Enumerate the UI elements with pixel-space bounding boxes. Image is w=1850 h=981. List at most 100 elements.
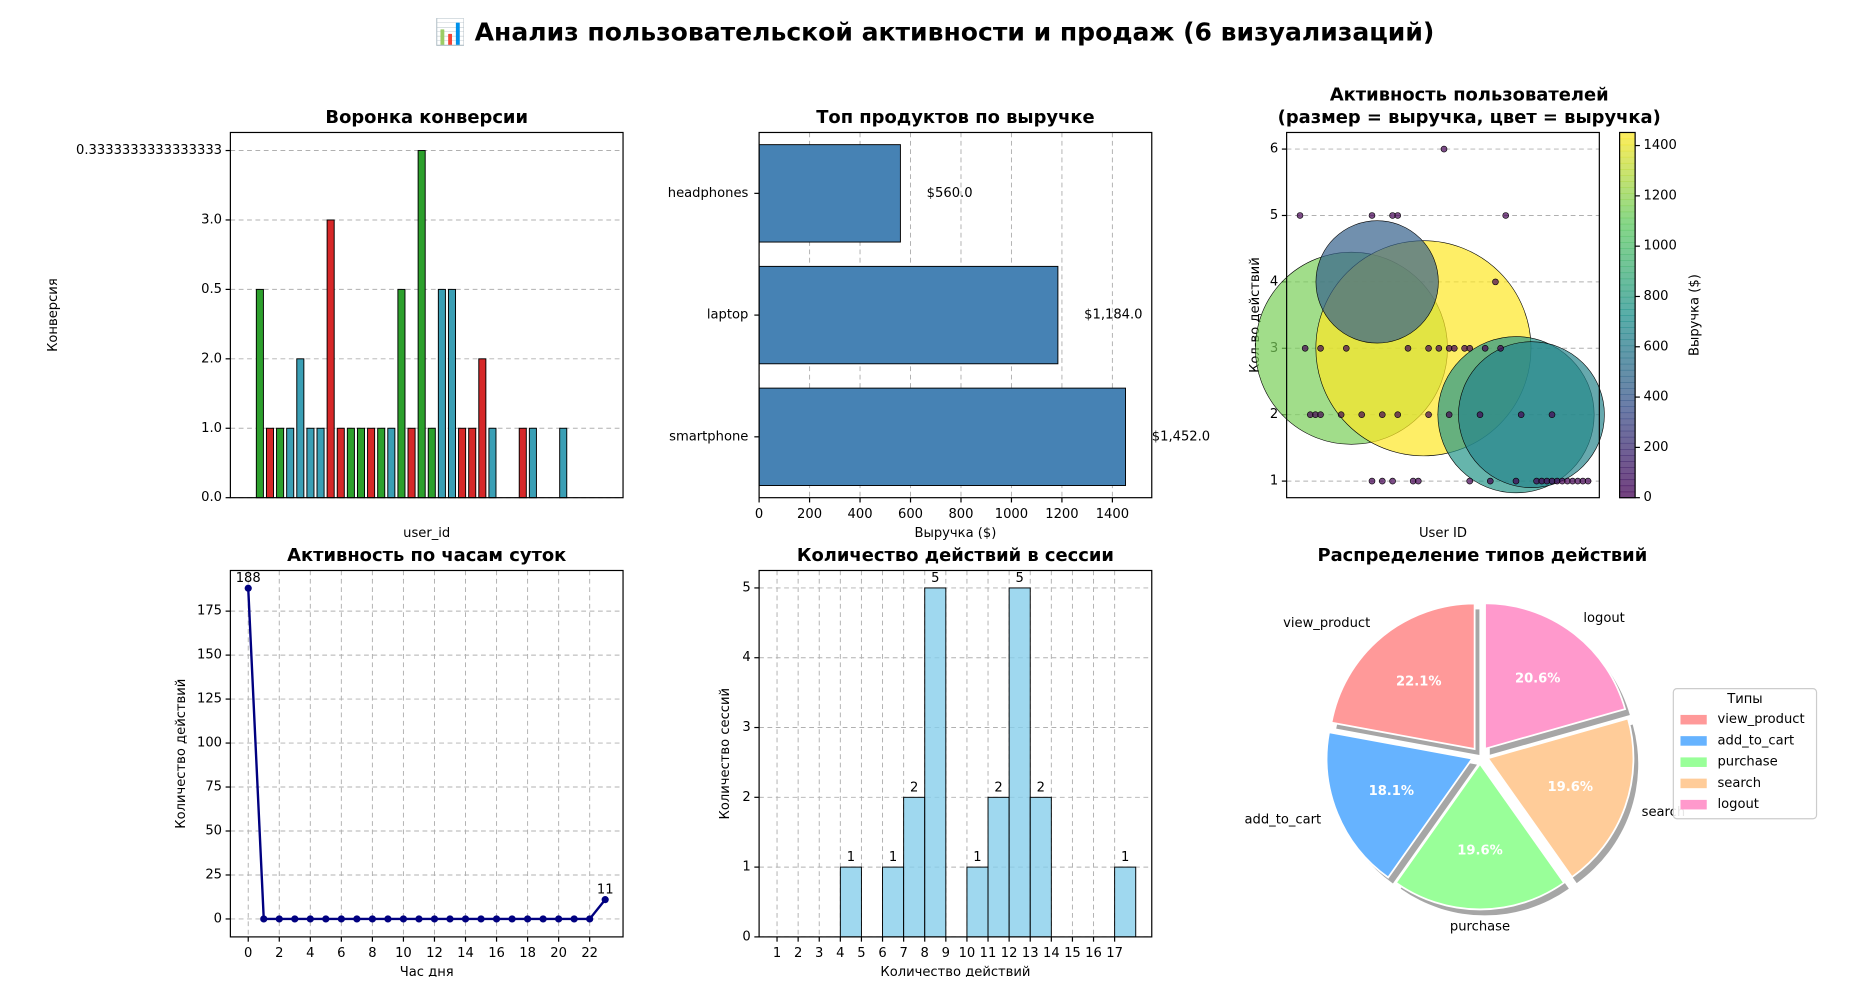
colorbar-tick-label: 800 [1643, 289, 1668, 304]
bubble [1317, 345, 1324, 352]
colorbar-step [1619, 223, 1636, 231]
axes-frame [758, 569, 1153, 938]
value-label: $560.0 [927, 186, 973, 201]
bar [458, 427, 467, 499]
bubble [1337, 411, 1345, 418]
colorbar-step [1619, 351, 1636, 359]
bubble [1435, 345, 1443, 352]
value-label: $1,184.0 [1084, 308, 1142, 323]
colorbar-step [1619, 132, 1636, 140]
colorbar-step [1619, 235, 1636, 243]
y-tick-label: 3 [742, 720, 750, 735]
bubble [1492, 278, 1499, 286]
colorbar-step [1619, 248, 1636, 255]
bubble [1317, 411, 1324, 418]
x-axis-label: Выручка ($) [915, 526, 997, 541]
bubble [1497, 345, 1504, 352]
bar [437, 288, 446, 499]
bar [468, 427, 477, 499]
x-tick-label: 800 [948, 507, 973, 522]
x-tick-label: 0 [244, 946, 252, 961]
bar [367, 427, 376, 499]
x-tick-label: 5 [857, 946, 865, 961]
point [539, 915, 547, 923]
colorbar-step [1619, 156, 1636, 164]
main-title: 📊 Анализ пользовательской активности и п… [435, 17, 1435, 46]
y-tick-label: 100 [197, 736, 222, 751]
colorbar-step [1619, 455, 1636, 462]
legend-swatch [1680, 736, 1707, 746]
x-tick-label: 600 [898, 507, 923, 522]
y-axis-label: Количество сессий [718, 688, 733, 820]
y-tick-label: 0.5 [201, 282, 222, 297]
y-tick-label: 6 [1270, 142, 1278, 157]
legend-swatch [1680, 799, 1707, 810]
bubble [1301, 345, 1309, 352]
bar [306, 427, 315, 499]
data-label: 5 [1016, 571, 1024, 586]
wedge [1486, 717, 1635, 879]
bar [276, 427, 285, 499]
colorbar-step [1619, 308, 1636, 316]
y-tick-label: 125 [197, 692, 222, 707]
y-tick-label: 2 [742, 790, 750, 805]
bar [758, 265, 1059, 365]
point [430, 915, 439, 923]
point [601, 896, 609, 904]
data-label: 2 [1037, 780, 1045, 795]
colorbar-step [1619, 150, 1636, 158]
bubble [1451, 345, 1458, 352]
x-axis-label: Количество действий [880, 965, 1030, 977]
colorbar-step [1619, 473, 1636, 481]
bubble [1487, 477, 1494, 485]
colorbar-step [1619, 418, 1636, 426]
pct-label: 19.6% [1547, 780, 1592, 795]
pct-label: 20.6% [1515, 672, 1560, 687]
line [247, 588, 607, 921]
bubble [1425, 345, 1432, 352]
y-tick-label: 25 [205, 867, 222, 882]
colorbar-step [1619, 260, 1636, 267]
bar [1029, 796, 1052, 938]
x-tick-label: 22 [581, 946, 598, 961]
x-tick-label: 7 [899, 946, 907, 961]
x-axis-label: Час дня [400, 965, 454, 977]
colorbar-step [1619, 284, 1636, 292]
point [446, 915, 454, 923]
y-tick-label: 4 [742, 650, 750, 665]
x-tick-label: 12 [426, 946, 443, 961]
colorbar-tick-label: 200 [1643, 440, 1668, 455]
colorbar-step [1619, 272, 1636, 280]
y-tick-label: 0.3333333333333333 [76, 143, 222, 158]
y-tick-label: 175 [197, 604, 222, 619]
bubble [1584, 477, 1592, 485]
chart-title: Активность по часам суток [287, 545, 566, 566]
point [570, 915, 578, 923]
bubble [1445, 411, 1453, 418]
data-label: 1 [1121, 850, 1129, 865]
chart-title: Активность пользователей [1330, 84, 1609, 105]
colorbar-step [1619, 375, 1636, 383]
y-tick-label: 1 [1270, 474, 1278, 489]
bubble [1466, 477, 1474, 485]
x-tick-label: 4 [306, 946, 314, 961]
bar [559, 427, 568, 499]
bar [346, 427, 355, 499]
colorbar-tick-label: 400 [1643, 390, 1668, 405]
bar [447, 288, 457, 499]
colorbar-step [1619, 199, 1636, 207]
colorbar-step [1619, 266, 1636, 274]
colorbar-step [1619, 491, 1636, 499]
legend-swatch [1680, 714, 1707, 725]
colorbar-step [1619, 162, 1636, 170]
y-tick-label: 3.0 [201, 212, 222, 227]
x-tick-label: 0 [755, 507, 763, 522]
point [322, 915, 330, 923]
colorbar-step [1619, 357, 1636, 365]
y-axis-label: Количество действий [174, 679, 189, 829]
y-tick-label: headphones [668, 186, 749, 201]
x-tick-label: 14 [1043, 946, 1060, 961]
x-tick-label: 10 [959, 946, 976, 961]
bar [255, 288, 264, 499]
x-axis-label: User ID [1419, 526, 1467, 541]
